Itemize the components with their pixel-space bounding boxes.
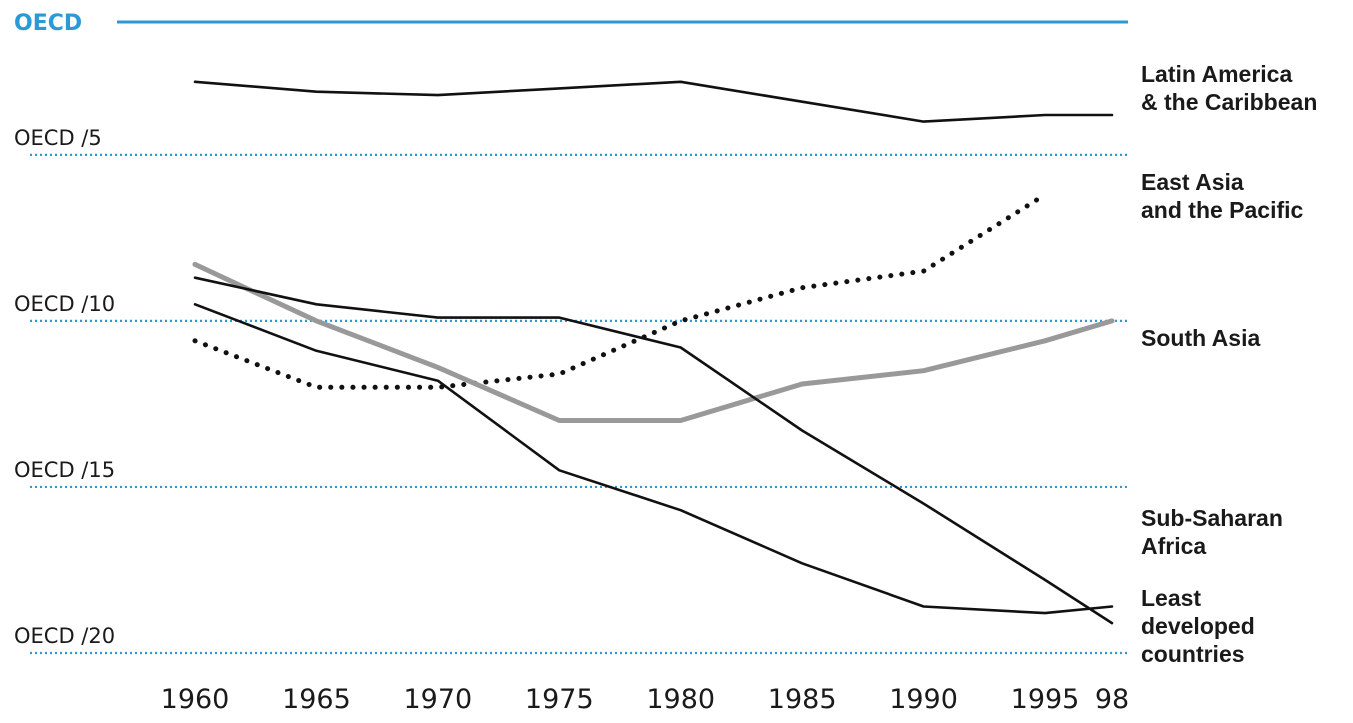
series-label: and the Pacific [1141,197,1304,223]
series-label: Sub-Saharan [1141,505,1283,531]
x-tick-label: 1965 [282,684,351,715]
reference-lines: OECD OECD /5 OECD /10 OECD /15 OECD /20 [14,11,1128,655]
reference-line-label: OECD /5 [14,126,102,150]
x-tick-label: 1970 [403,684,472,715]
x-tick-label: 1990 [889,684,958,715]
series-line [192,261,1115,423]
reference-line-label: OECD /20 [14,624,115,648]
x-tick-label: 98 [1095,684,1129,715]
series-lines [192,80,1115,625]
series-label: countries [1141,641,1245,667]
series-labels: Latin America& the Caribbean East Asiaand… [1141,61,1317,667]
series-label: developed [1141,613,1255,639]
reference-line-label: OECD /10 [14,292,115,316]
x-axis-tick-labels: 1960 1965 1970 1975 1980 1985 1990 1995 98 [161,684,1130,715]
series-line [193,276,1114,625]
series-label: Africa [1141,533,1206,559]
series-line [192,192,1048,390]
series-label: East Asia [1141,169,1244,195]
reference-line-label: OECD /15 [14,458,115,482]
x-tick-label: 1980 [646,684,715,715]
series-line [193,302,1114,615]
series-label: Latin America [1141,61,1292,87]
x-tick-label: 1995 [1011,684,1080,715]
series-label: Least [1141,585,1201,611]
x-tick-label: 1975 [525,684,594,715]
series-label: & the Caribbean [1141,89,1317,115]
x-tick-label: 1960 [161,684,230,715]
x-tick-label: 1985 [768,684,837,715]
reference-line-label: OECD [14,11,82,36]
series-line [193,80,1114,123]
series-label: South Asia [1141,325,1260,351]
